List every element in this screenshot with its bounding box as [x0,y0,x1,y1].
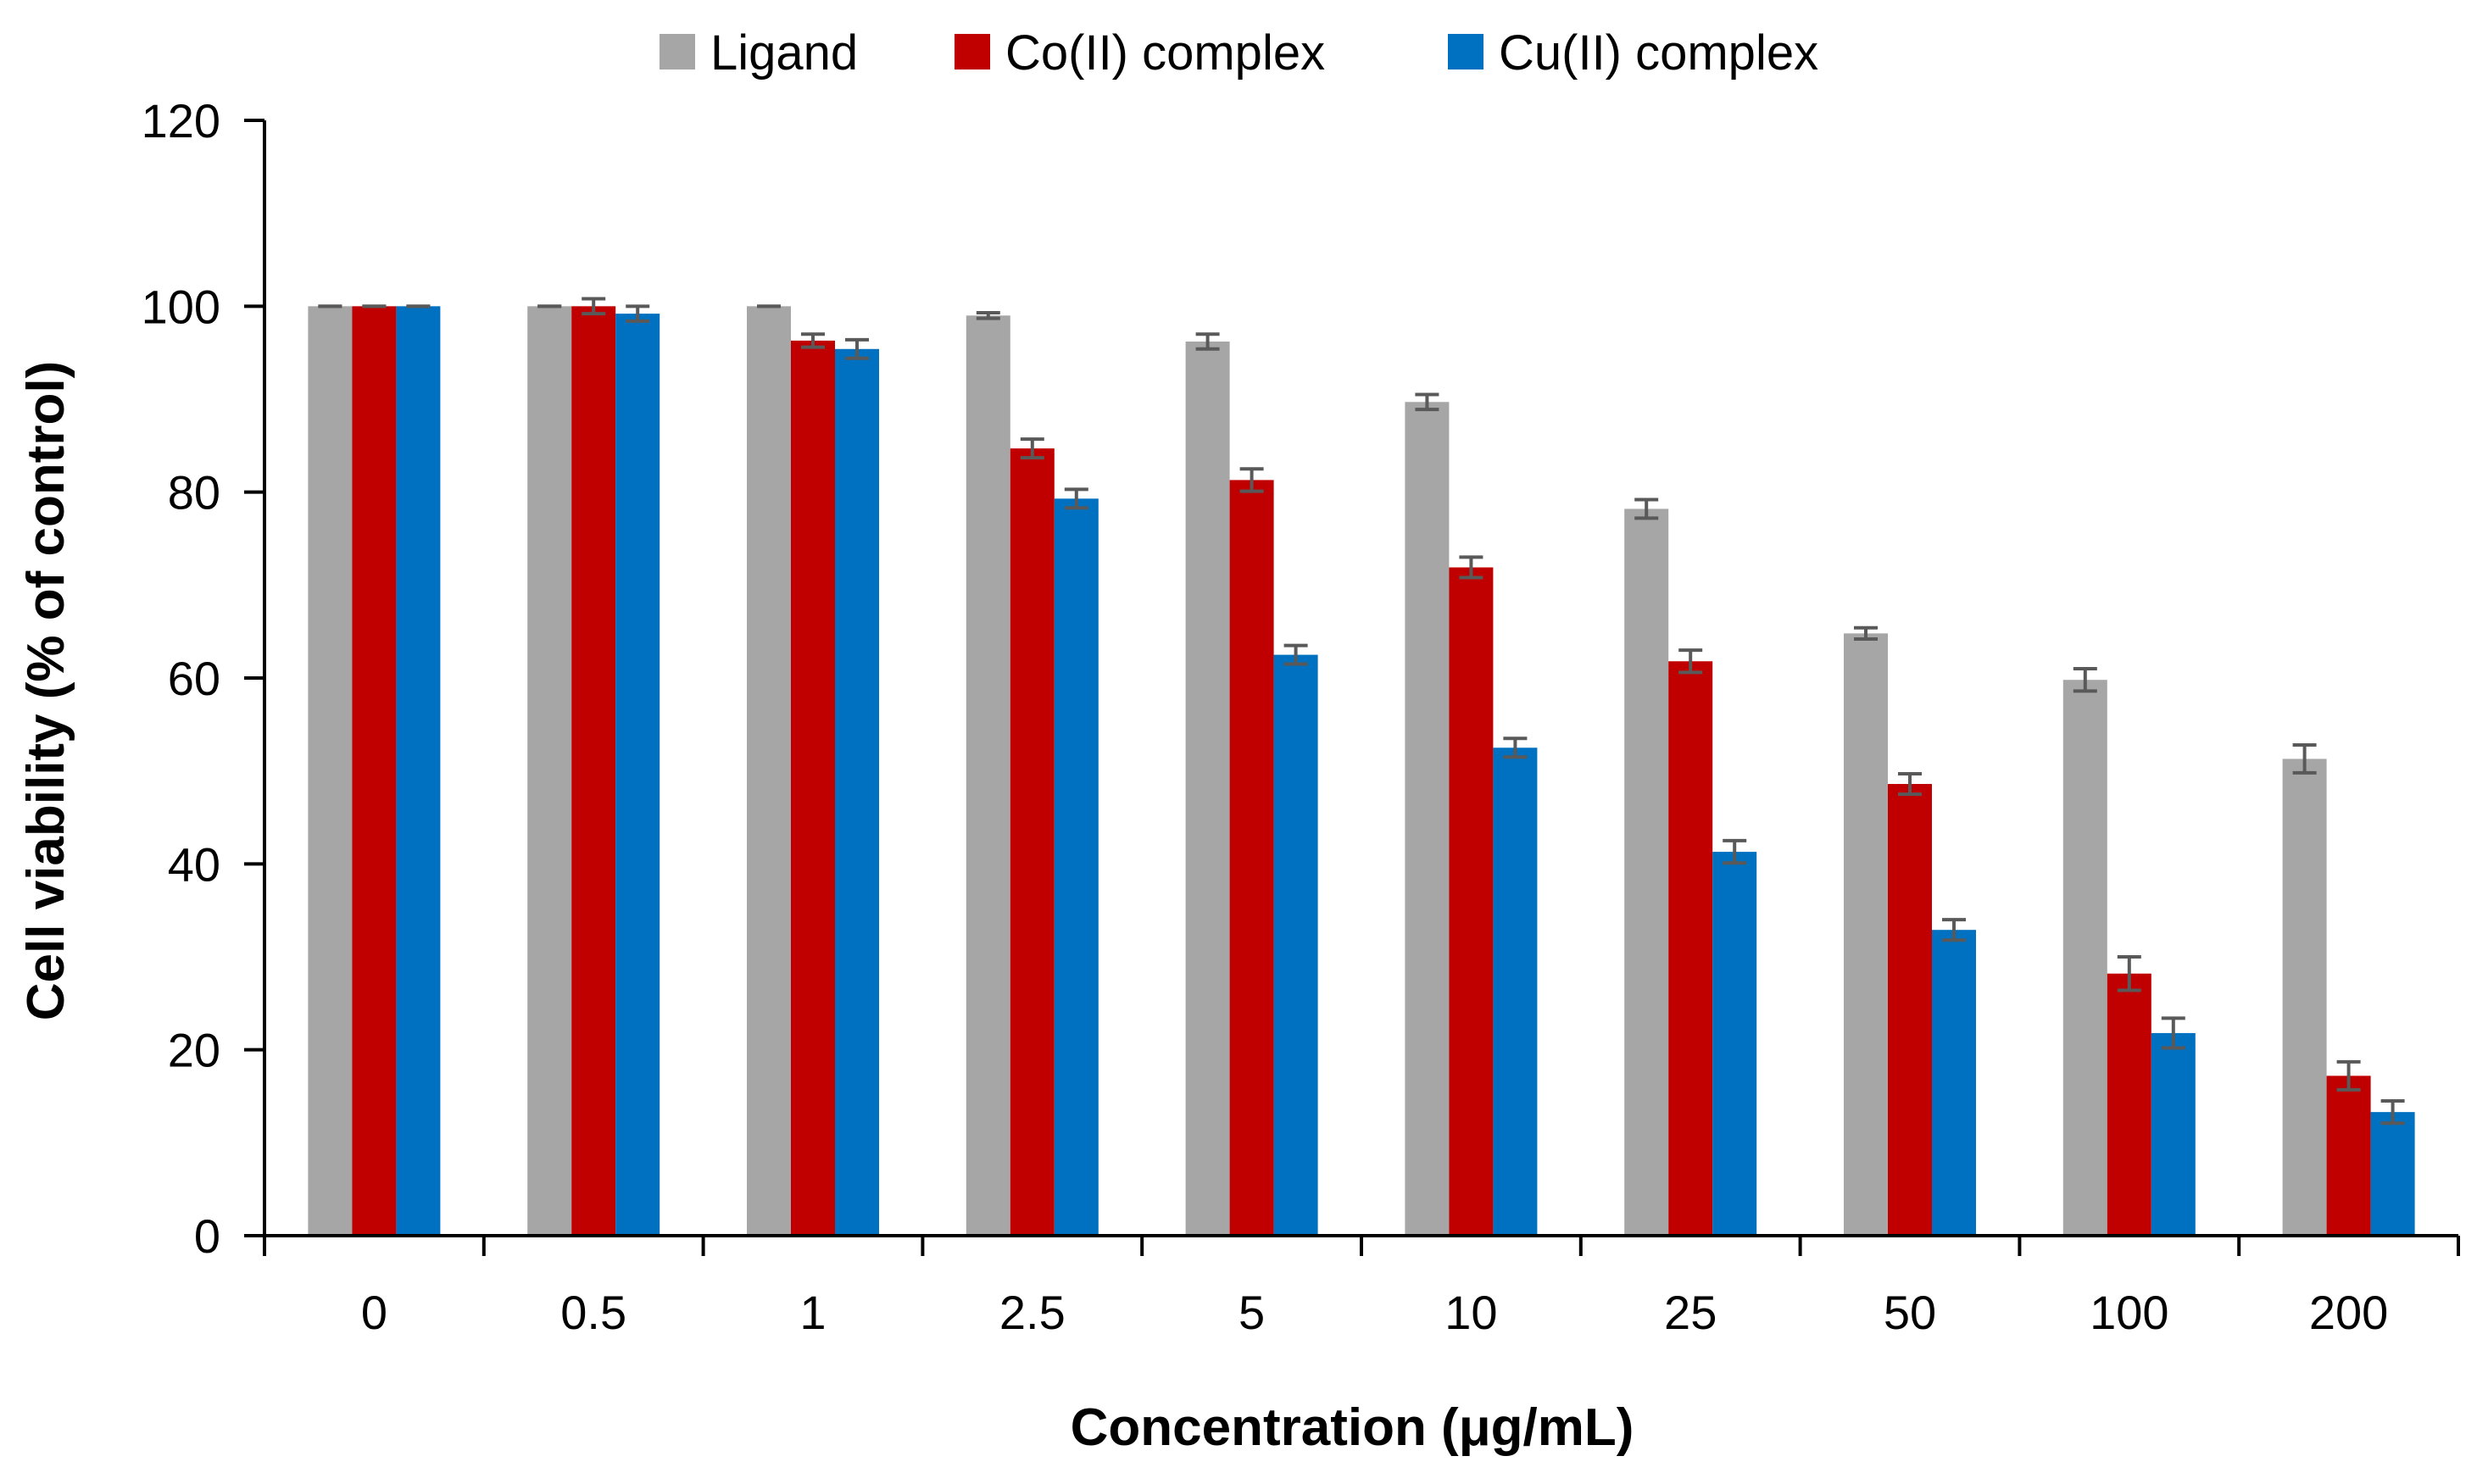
error-bar [1723,838,1747,865]
error-bar [1854,625,1878,641]
error-bar [1942,918,1966,942]
legend-item: Co(II) complex [955,25,1325,81]
error-bar [801,332,825,349]
bar-ligand-200 [2282,759,2327,1236]
bar-cu-ii-complex-10 [1493,748,1538,1236]
bar-ligand-0 [308,306,353,1236]
y-tick-label: 80 [168,466,220,520]
axes: 0 20 40 60 80 100 120 0 0.5 1 2.5 5 10 25 50 100 200 [142,94,2460,1339]
error-bar [582,297,606,316]
error-bar [1634,497,1659,520]
bars [308,306,2415,1237]
y-tick-label: 0 [194,1209,220,1263]
legend-item: Ligand [660,25,858,81]
bar-ligand-2.5 [966,315,1010,1236]
error-bar [2336,1059,2361,1092]
legend-label: Ligand [710,25,858,81]
error-bar [2117,955,2141,992]
x-tick-label: 5 [1238,1286,1265,1339]
error-bar [1678,648,1703,675]
bar-co-ii-complex-2.5 [1010,448,1055,1236]
x-tick-label: 50 [1884,1286,1936,1339]
bar-cu-ii-complex-100 [2151,1032,2196,1236]
error-bar [1239,467,1264,493]
y-tick-label: 20 [168,1024,220,1077]
bar-ligand-10 [1405,402,1450,1236]
x-tick-label: 2.5 [999,1286,1066,1339]
error-bar [2073,667,2097,693]
bar-cu-ii-complex-25 [1712,852,1757,1236]
error-bar [1020,437,1044,460]
x-tick-label: 10 [1444,1286,1497,1339]
y-tick-label: 120 [142,94,220,147]
bar-cu-ii-complex-0 [396,306,441,1236]
bar-co-ii-complex-200 [2326,1075,2371,1236]
bar-cu-ii-complex-2.5 [1054,498,1099,1236]
error-bar [1283,643,1308,666]
error-bar [1415,392,1439,412]
x-tick-label: 0.5 [560,1286,626,1339]
bar-cu-ii-complex-1 [835,348,879,1236]
error-bar [1459,555,1483,580]
legend-label: Cu(II) complex [1499,25,1818,81]
bar-co-ii-complex-25 [1668,661,1713,1236]
axis-labels: Cell viability (% of control) Concentrat… [17,361,1634,1457]
bar-cu-ii-complex-50 [1932,930,1976,1236]
error-bar [1195,332,1220,351]
bar-co-ii-complex-10 [1449,567,1494,1236]
error-bars [318,297,2405,1126]
error-bar [626,304,650,323]
legend-item: Cu(II) complex [1448,25,1818,81]
y-tick-label: 100 [142,280,220,333]
error-bar [2380,1098,2405,1126]
bar-co-ii-complex-0 [352,306,397,1236]
legend: Ligand Co(II) complex Cu(II) complex [660,25,1818,81]
x-tick-label: 25 [1664,1286,1717,1339]
error-bar [2161,1016,2185,1050]
bar-ligand-5 [1185,342,1230,1237]
x-tick-label: 200 [2309,1286,2388,1339]
legend-label: Co(II) complex [1005,25,1325,81]
x-tick-label: 0 [361,1286,387,1339]
legend-swatch [1448,34,1483,69]
y-axis-title: Cell viability (% of control) [17,361,75,1021]
bar-ligand-100 [2062,680,2107,1236]
error-bar [1503,736,1528,759]
bar-co-ii-complex-100 [2107,973,2151,1236]
y-tick-label: 40 [168,837,220,891]
y-tick-label: 60 [168,652,220,705]
bar-co-ii-complex-1 [791,340,835,1236]
x-tick-label: 1 [799,1286,826,1339]
x-tick-label: 100 [2090,1286,2168,1339]
error-bar [1064,487,1088,510]
bar-ligand-25 [1624,509,1669,1236]
error-bar [976,311,1000,320]
error-bar [1898,771,1922,797]
bar-ligand-1 [747,306,791,1236]
error-bar [2292,742,2317,775]
bar-co-ii-complex-50 [1888,784,1932,1236]
bar-cu-ii-complex-5 [1273,654,1318,1236]
bar-cu-ii-complex-0.5 [615,314,660,1236]
bar-ligand-50 [1844,633,1888,1236]
x-axis-title: Concentration (μg/mL) [1071,1398,1634,1457]
legend-swatch [660,34,695,69]
bar-ligand-0.5 [527,306,572,1236]
error-bar [845,337,869,360]
legend-swatch [955,34,990,69]
bar-co-ii-complex-0.5 [571,306,616,1236]
bar-co-ii-complex-5 [1229,480,1274,1236]
bar-cu-ii-complex-200 [2370,1112,2415,1236]
